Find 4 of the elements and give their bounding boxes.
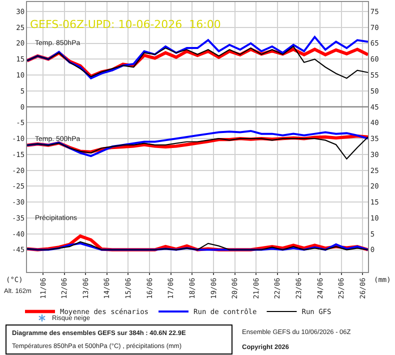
line-series — [27, 36, 368, 80]
line-series — [27, 130, 368, 158]
line-series — [27, 136, 368, 160]
text: GEFS-06Z-UPD: 10-06-2026 16:00 — [30, 18, 221, 31]
